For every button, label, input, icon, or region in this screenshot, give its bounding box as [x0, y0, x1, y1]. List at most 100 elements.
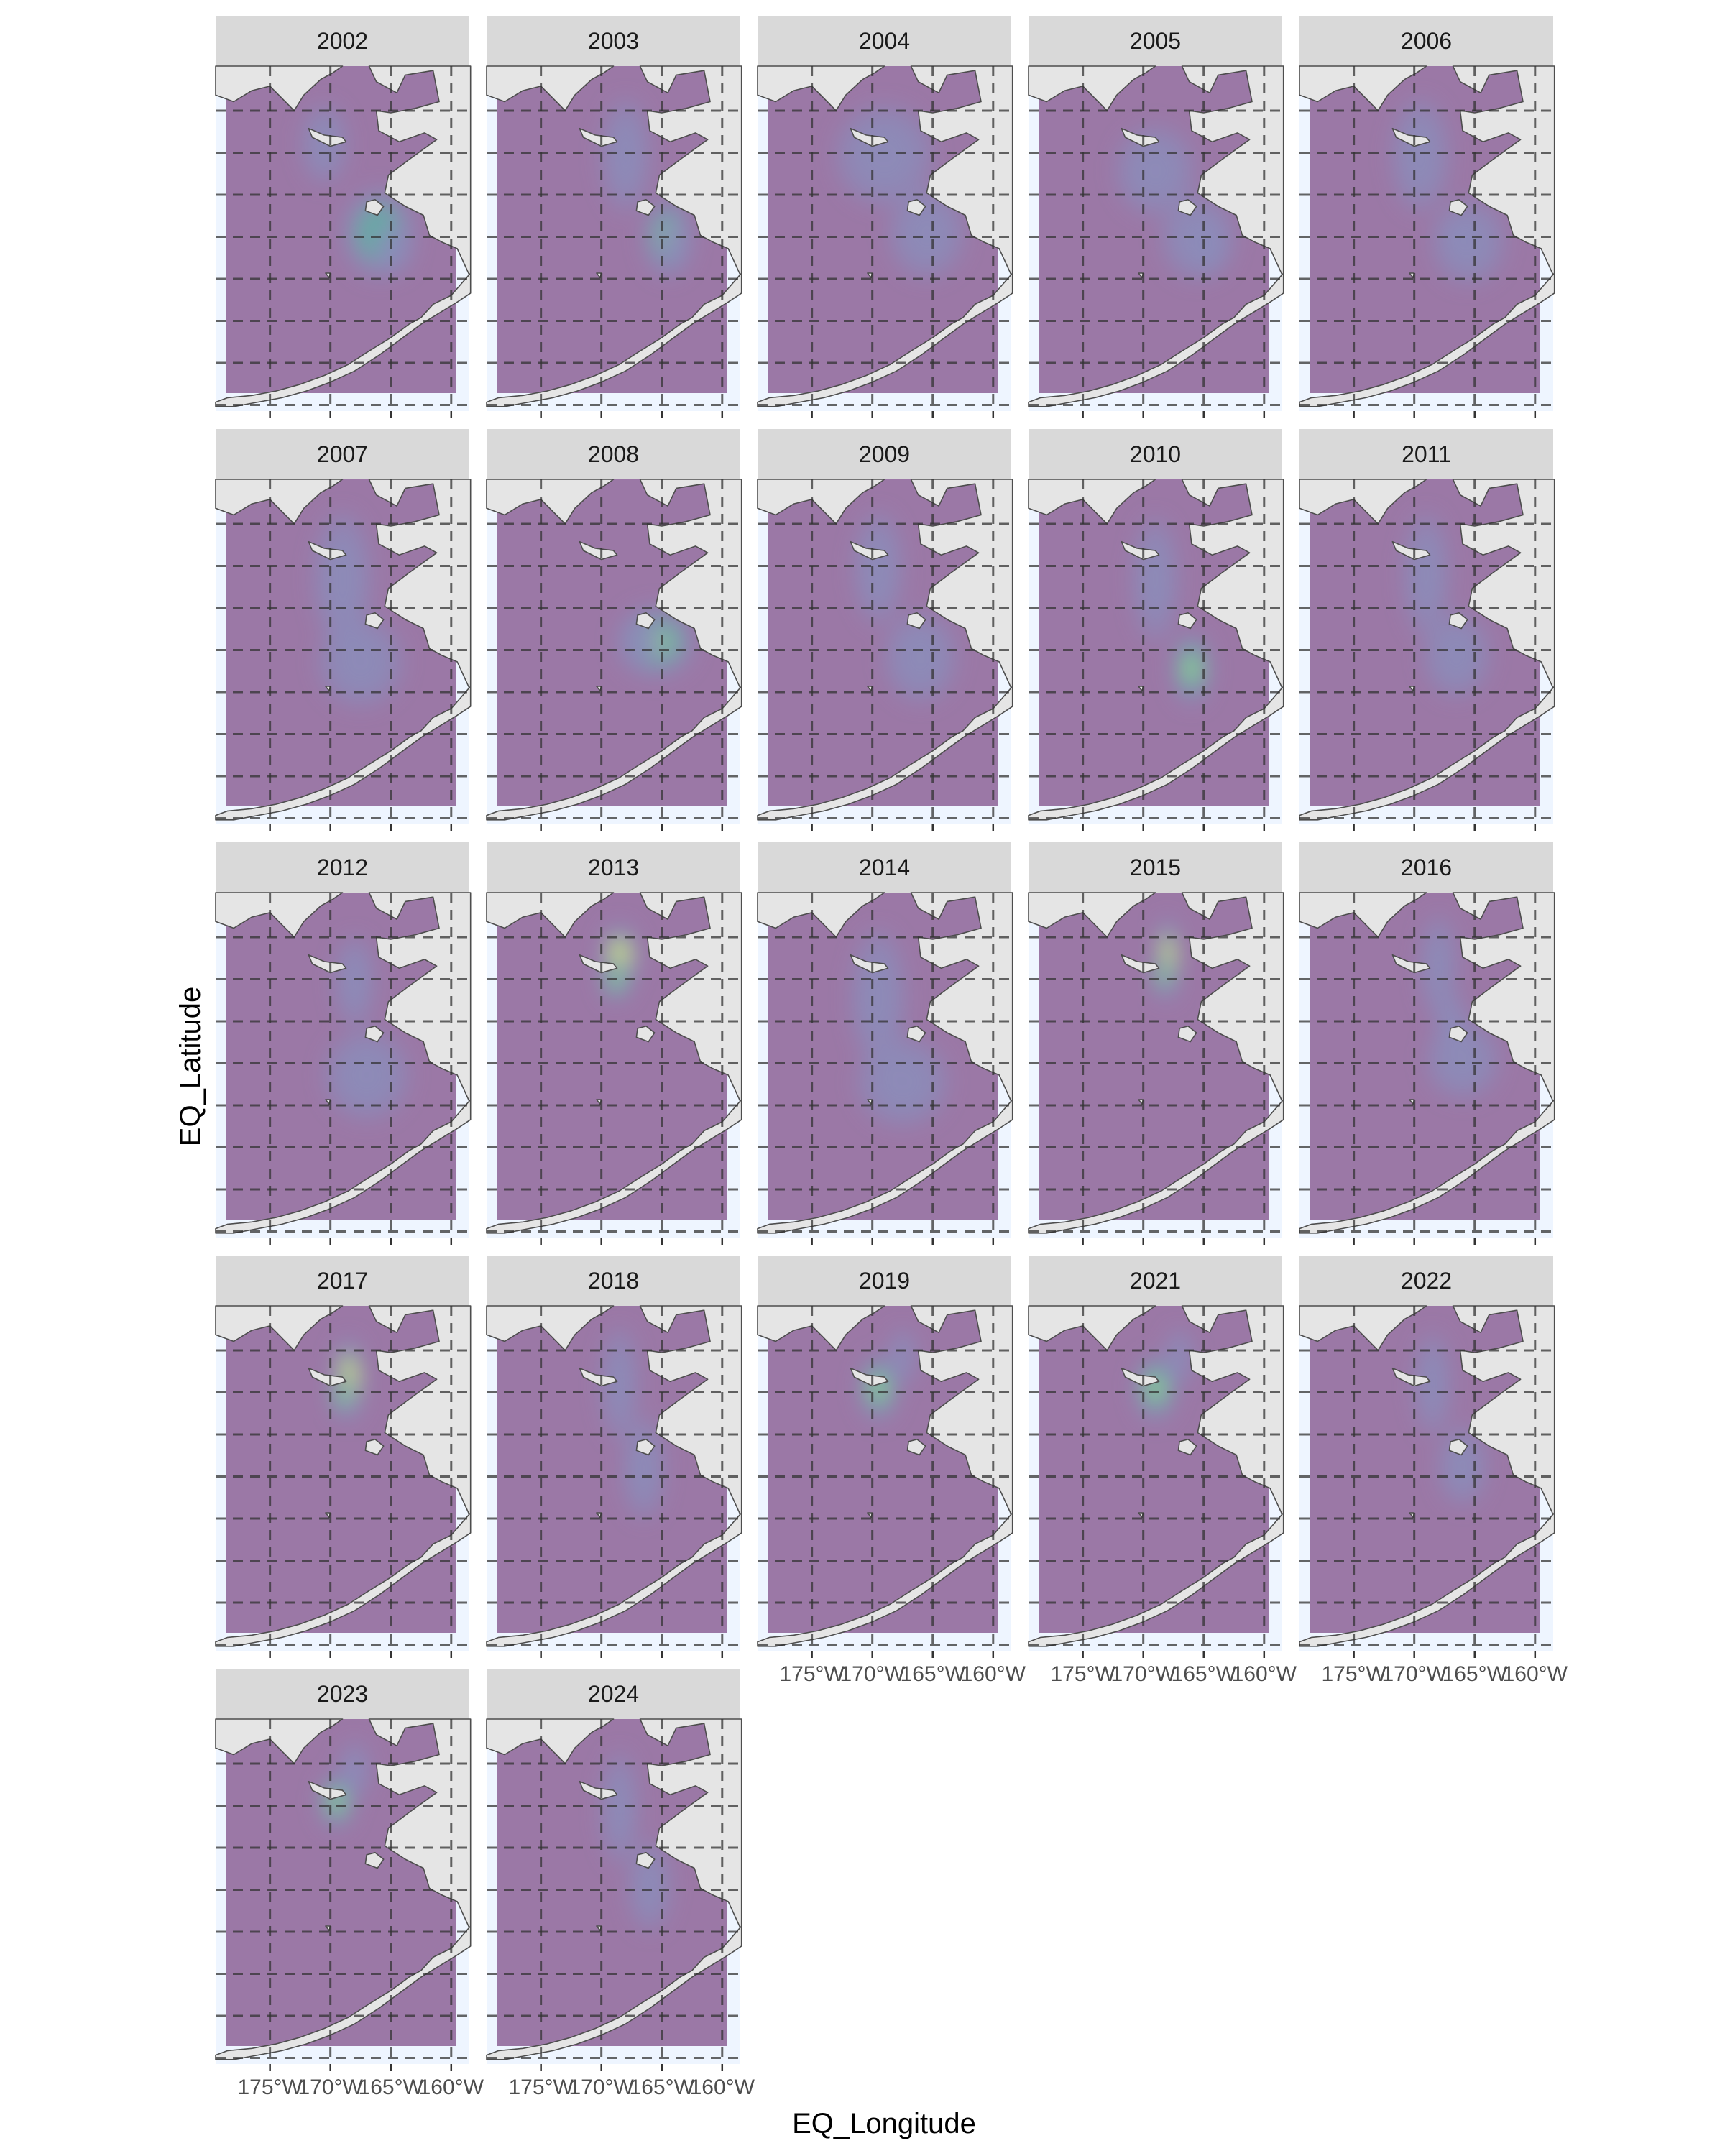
- x-tick-label: 165°W: [359, 2076, 424, 2099]
- nunivak-island: [364, 612, 385, 630]
- alaska-land: [1181, 65, 1284, 279]
- facet-strip-label: 2012: [317, 854, 368, 880]
- facet-strip: [1300, 429, 1553, 479]
- map-area: [215, 479, 472, 831]
- facet-strip: [758, 429, 1011, 479]
- gridlines: [216, 893, 469, 1238]
- density-mid: [873, 1053, 932, 1110]
- density-mid: [862, 533, 894, 604]
- x-tick-label: 175°W: [237, 2076, 303, 2099]
- st-lawrence-island: [1392, 954, 1431, 974]
- gridlines: [1029, 66, 1282, 411]
- facet-strip: [1029, 16, 1282, 66]
- alaska-land: [368, 479, 472, 692]
- density-mid: [1447, 1441, 1478, 1491]
- nunivak-island: [635, 1852, 656, 1869]
- facet-panel-2011: 2011: [1299, 429, 1555, 831]
- density-mid: [897, 629, 944, 686]
- st-lawrence-island: [1121, 954, 1160, 974]
- gridlines: [1300, 66, 1553, 411]
- gridlines: [216, 479, 469, 824]
- gridlines: [1029, 479, 1282, 824]
- gridlines: [1300, 479, 1553, 824]
- x-tick-label: 170°W: [298, 2076, 364, 2099]
- st-lawrence-island: [850, 540, 889, 561]
- gridlines: [758, 1306, 1011, 1651]
- facet-panel-2014: 2014: [757, 842, 1013, 1245]
- x-tick-label: 165°W: [1443, 1662, 1508, 1686]
- facet-strip: [758, 1256, 1011, 1306]
- facet-panel-2002: 2002: [215, 16, 472, 418]
- density-mid: [607, 1772, 632, 1844]
- map-area: [486, 479, 742, 831]
- facet-strip-label: 2007: [317, 441, 368, 467]
- density-mid: [339, 1046, 394, 1104]
- x-tick-label: 170°W: [1111, 1662, 1177, 1686]
- alaska-land: [639, 479, 742, 692]
- density-mid: [664, 228, 684, 261]
- map-area: [215, 1305, 472, 1658]
- alaska-land: [368, 892, 472, 1105]
- map-area: [1299, 479, 1555, 831]
- facet-panel-2013: 2013: [486, 842, 742, 1245]
- map-area: [1299, 65, 1555, 418]
- facet-strip: [1029, 429, 1282, 479]
- density-mid: [860, 954, 896, 1041]
- density-mid: [381, 232, 405, 265]
- density-layer: [313, 512, 403, 706]
- st-lawrence-island: [850, 1367, 889, 1387]
- nunivak-island: [364, 1852, 385, 1869]
- facet-strip-label: 2019: [859, 1268, 910, 1294]
- density-layer: [1116, 126, 1234, 280]
- facet-strip-label: 2015: [1130, 854, 1181, 880]
- density-layer: [1403, 514, 1490, 697]
- facet-strip-label: 2023: [317, 1681, 368, 1707]
- st-lawrence-island: [579, 540, 618, 561]
- density-mid: [1402, 119, 1439, 191]
- nunivak-island: [364, 1439, 385, 1456]
- facet-strip: [216, 1669, 469, 1719]
- alaska-land: [910, 1305, 1013, 1519]
- density-mid: [1130, 142, 1181, 200]
- facet-strip-label: 2011: [1402, 441, 1451, 467]
- facet-panel-2003: 2003: [486, 16, 742, 418]
- facet-strip-label: 2006: [1401, 28, 1452, 54]
- map-area: [486, 65, 742, 418]
- density-mid: [1420, 1351, 1445, 1416]
- alaska-land: [639, 1305, 742, 1519]
- map-area: [486, 1305, 742, 1658]
- st-lawrence-island: [1392, 1367, 1431, 1387]
- density-layer: [1392, 99, 1505, 284]
- facet-strip-label: 2024: [588, 1681, 639, 1707]
- facet-strip-label: 2002: [317, 28, 368, 54]
- gridlines: [1029, 1306, 1282, 1651]
- density-mid: [631, 627, 657, 656]
- facet-strip-label: 2022: [1401, 1268, 1452, 1294]
- nunivak-island: [364, 199, 385, 216]
- facet-strip-label: 2005: [1130, 28, 1181, 54]
- nunivak-island: [906, 612, 926, 630]
- alaska-land: [639, 1718, 742, 1932]
- facet-strip: [216, 842, 469, 893]
- nunivak-island: [1448, 199, 1468, 216]
- density-mid: [853, 123, 916, 188]
- alaska-land: [910, 892, 1013, 1105]
- density-core: [338, 1386, 347, 1404]
- facet-strip-label: 2013: [588, 854, 639, 880]
- map-area: [1028, 479, 1284, 831]
- alaska-land: [1181, 892, 1284, 1105]
- gridlines: [487, 66, 740, 411]
- nunivak-island: [1177, 1439, 1197, 1456]
- map-area: [757, 479, 1013, 831]
- density-mid: [334, 633, 388, 691]
- facet-panel-2015: 2015: [1028, 842, 1284, 1245]
- gridlines: [487, 1306, 740, 1651]
- facet-strip: [1029, 842, 1282, 893]
- gridlines: [1300, 1306, 1553, 1651]
- st-lawrence-island: [579, 1780, 618, 1800]
- facet-strip-label: 2009: [859, 441, 910, 467]
